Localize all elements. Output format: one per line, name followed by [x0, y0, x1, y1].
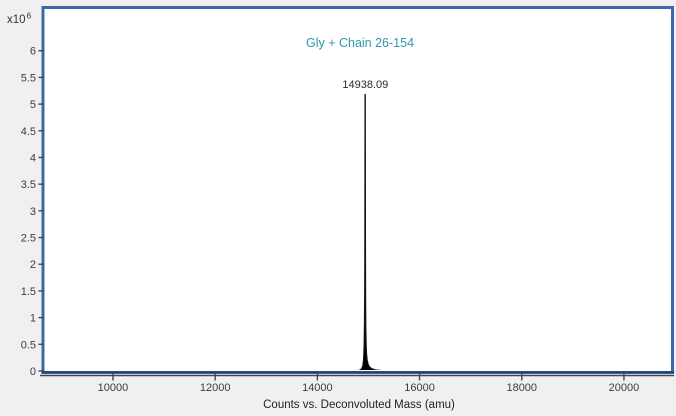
- y-axis-exponent: 6: [27, 11, 32, 21]
- x-axis-ticks: 10000 12000 14000 16000 18000 20000: [98, 373, 640, 394]
- y-tick-label: 1.5: [21, 286, 36, 298]
- x-tick-label: 12000: [200, 382, 231, 394]
- y-tick-label: 3.5: [21, 179, 36, 191]
- y-tick-label: 4.5: [21, 126, 36, 138]
- x-tick-label: 20000: [609, 382, 640, 394]
- y-tick-label: 4: [30, 152, 36, 164]
- y-tick-label: 2: [30, 259, 36, 271]
- y-tick-label: 0.5: [21, 339, 36, 351]
- x-tick-label: 16000: [404, 382, 435, 394]
- y-tick-label: 0: [30, 366, 36, 378]
- peak-mass-annotation: 14938.09: [342, 79, 388, 91]
- chart-title: Gly + Chain 26-154: [306, 36, 414, 50]
- y-tick-label: 1: [30, 313, 36, 325]
- x-tick-label: 10000: [98, 382, 129, 394]
- y-tick-label: 5.5: [21, 72, 36, 84]
- spectrum-trace: [357, 93, 383, 370]
- y-tick-label: 5: [30, 99, 36, 111]
- y-axis-ticks: 0 0.5 1 1.5 2 2.5 3 3.5 4 4.5 5 5.5 6: [21, 46, 44, 378]
- plot-frame: [41, 6, 674, 374]
- y-tick-label: 6: [30, 46, 36, 58]
- x-tick-label: 14000: [302, 382, 333, 394]
- y-tick-label: 3: [30, 206, 36, 218]
- x-tick-label: 18000: [506, 382, 537, 394]
- y-axis-multiplier: x106: [7, 11, 32, 27]
- y-tick-label: 2.5: [21, 233, 36, 245]
- x-axis-title: Counts vs. Deconvoluted Mass (amu): [263, 399, 455, 411]
